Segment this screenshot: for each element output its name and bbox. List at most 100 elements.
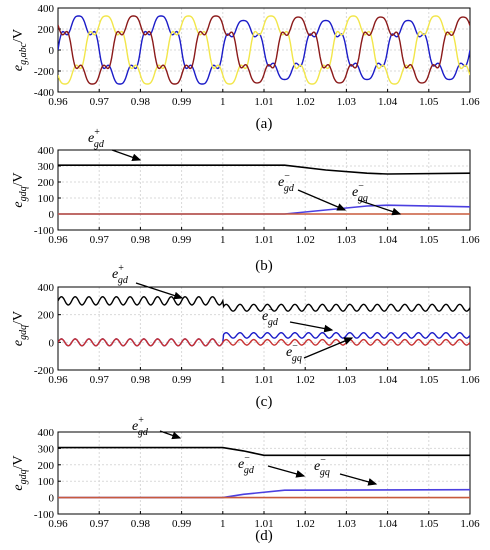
series-annotation: e− gq bbox=[352, 181, 368, 204]
annotation-sup: − bbox=[320, 455, 326, 466]
series-line-phase-1 bbox=[58, 15, 470, 85]
y-tick-label: -400 bbox=[34, 87, 55, 99]
series-group bbox=[58, 164, 470, 215]
x-tick-label: 1.04 bbox=[378, 96, 398, 108]
y-tick-label: 100 bbox=[38, 476, 55, 488]
x-tick-label: 0.99 bbox=[172, 518, 192, 530]
x-tick-label: 1.01 bbox=[254, 234, 273, 246]
panel-caption: (a) bbox=[256, 116, 273, 132]
x-tick-label: 1 bbox=[220, 96, 226, 108]
series-line-phase-0 bbox=[58, 15, 470, 85]
annotation-sub: gd bbox=[244, 465, 255, 476]
y-axis-label-sub: g,abc bbox=[18, 42, 29, 65]
x-tick-label: 0.96 bbox=[48, 234, 68, 246]
annotation-base: e bbox=[238, 457, 244, 472]
x-tick-label: 1.01 bbox=[254, 96, 273, 108]
x-tick-label: 1.05 bbox=[419, 96, 439, 108]
y-tick-label: 400 bbox=[38, 282, 55, 294]
y-tick-label: 200 bbox=[38, 177, 55, 189]
series-line-pos_d bbox=[58, 164, 470, 175]
x-tick-label: 1.06 bbox=[460, 96, 480, 108]
y-tick-label: 200 bbox=[38, 24, 55, 36]
series-line-neg_q bbox=[58, 338, 470, 347]
x-tick-label: 1.05 bbox=[419, 374, 439, 386]
panel-caption: (b) bbox=[255, 258, 273, 274]
annotation-base: e bbox=[286, 345, 292, 360]
y-tick-label: 0 bbox=[49, 209, 55, 221]
series-group bbox=[58, 295, 470, 347]
annotation-base: e bbox=[132, 419, 138, 434]
series-annotation: e+ gd bbox=[88, 127, 105, 150]
x-tick-label: 1.06 bbox=[460, 234, 480, 246]
y-axis-label-sub: gdq bbox=[18, 186, 29, 201]
annotation-sub: gd bbox=[118, 275, 129, 286]
x-tick-label: 0.99 bbox=[172, 96, 192, 108]
annotation-arrow bbox=[159, 430, 182, 440]
y-axis-label-sub: gdq bbox=[18, 325, 29, 340]
x-tick-label: 1.01 bbox=[254, 518, 273, 530]
y-axis-label-unit: /V bbox=[11, 29, 26, 43]
x-tick-label: 1.06 bbox=[460, 374, 480, 386]
annotation-sub: gd bbox=[138, 427, 149, 438]
annotation-sub: gd bbox=[268, 317, 279, 328]
x-tick-label: 1.05 bbox=[419, 518, 439, 530]
annotation-sup: + bbox=[94, 127, 100, 138]
y-axis-label-unit: /V bbox=[11, 172, 26, 186]
series-group bbox=[58, 15, 470, 85]
annotation-sub: gq bbox=[292, 353, 302, 364]
x-tick-label: 1 bbox=[220, 374, 226, 386]
y-tick-label: 400 bbox=[38, 3, 55, 15]
y-axis-label: egdq/V bbox=[11, 172, 29, 207]
x-tick-label: 1.01 bbox=[254, 374, 273, 386]
series-line-phase-2 bbox=[58, 15, 470, 85]
x-tick-label: 1.02 bbox=[296, 374, 315, 386]
x-tick-label: 1.02 bbox=[296, 518, 315, 530]
panel-caption: (d) bbox=[255, 528, 273, 544]
annotation-sup: − bbox=[292, 341, 298, 352]
panel-c: 0.96 0.97 0.98 0.99 1 1.01 1.02 1.03 1.04 1.05 1.0… bbox=[11, 263, 480, 410]
series-annotation: e− gq bbox=[314, 455, 330, 478]
x-tick-label: 1.04 bbox=[378, 374, 398, 386]
x-tick-label: 1 bbox=[220, 234, 226, 246]
x-tick-label: 1.02 bbox=[296, 234, 315, 246]
y-tick-label: -100 bbox=[34, 509, 55, 521]
annotation-sub: gq bbox=[358, 193, 368, 204]
series-annotation: e+ gd bbox=[112, 263, 129, 286]
annotation-sup: − bbox=[358, 181, 364, 192]
panel-caption: (c) bbox=[256, 394, 273, 410]
x-tick-label: 1.03 bbox=[337, 234, 357, 246]
x-tick-label: 1.02 bbox=[296, 96, 315, 108]
y-axis-label-unit: /V bbox=[11, 455, 26, 469]
annotation-sup: − bbox=[244, 453, 250, 464]
y-tick-label: -200 bbox=[34, 365, 55, 377]
series-annotation: e− gd bbox=[238, 453, 255, 476]
panel-d: 0.96 0.97 0.98 0.99 1 1.01 1.02 1.03 1.04 1.05 1.0… bbox=[11, 415, 480, 544]
series-annotation: e− gq bbox=[286, 341, 302, 364]
y-axis-label-base: e bbox=[11, 484, 26, 490]
y-tick-label: 300 bbox=[38, 443, 55, 455]
series-line-pos_d bbox=[58, 446, 470, 457]
x-tick-label: 0.97 bbox=[90, 234, 110, 246]
x-tick-label: 1.05 bbox=[419, 234, 439, 246]
annotation-base: e bbox=[88, 131, 94, 146]
x-tick-label: 1.03 bbox=[337, 518, 357, 530]
panel-a: 0.96 0.97 0.98 0.99 1 1.01 1.02 1.03 1.04 1.05 1.0… bbox=[11, 3, 480, 132]
y-axis-label: eg,abc/V bbox=[11, 29, 29, 71]
annotation-arrow bbox=[303, 337, 354, 359]
x-tick-label: 0.99 bbox=[172, 374, 192, 386]
panel-b: 0.96 0.97 0.98 0.99 1 1.01 1.02 1.03 1.04 1.05 1.0… bbox=[11, 127, 480, 274]
annotation-sup: + bbox=[138, 415, 144, 426]
y-tick-label: 200 bbox=[38, 460, 55, 472]
x-tick-label: 0.97 bbox=[90, 96, 110, 108]
series-annotation: e− gd bbox=[278, 171, 295, 194]
annotation-arrow bbox=[357, 199, 402, 216]
x-tick-label: 0.97 bbox=[90, 518, 110, 530]
annotation-arrow bbox=[289, 321, 334, 333]
x-tick-label: 0.98 bbox=[131, 374, 151, 386]
annotation-sub: gd bbox=[94, 139, 105, 150]
series-line-pos_d bbox=[58, 295, 470, 312]
x-tick-label: 0.96 bbox=[48, 96, 68, 108]
series-annotation: e+ gd bbox=[132, 415, 149, 438]
annotation-sub: gd bbox=[284, 183, 295, 194]
